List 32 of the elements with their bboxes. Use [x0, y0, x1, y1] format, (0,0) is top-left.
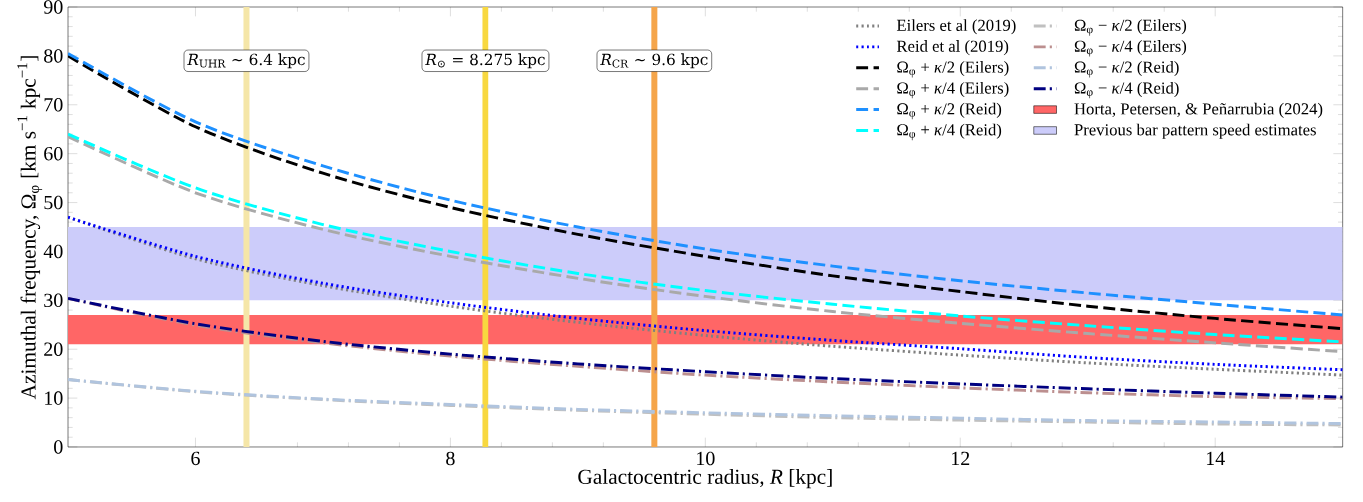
legend-label: Ω$_{φ}$ + κ/2 (Reid)	[897, 102, 1002, 120]
x-tick-label: 6	[191, 451, 200, 466]
y-tick-label: 0	[54, 440, 63, 454]
legend-label: Horta, Petersen, & Peñarrubia (2024)	[1074, 102, 1323, 118]
y-axis-title: Azimuthal frequency, Ω$_{φ}$ [km s$^{−1}$ kpc$^{−1}$]	[17, 56, 43, 400]
legend-label: Reid et al (2019)	[896, 40, 1009, 56]
y-tick-label: 10	[45, 391, 63, 405]
legend-label: Ω$_{φ}$ − κ/4 (Reid)	[1074, 81, 1179, 99]
legend-label: Previous bar pattern speed estimates	[1074, 123, 1316, 139]
legend-label: Eilers et al (2019)	[896, 19, 1016, 35]
y-tick-label: 40	[43, 244, 63, 259]
ref-line-label: R$_{⊙}$ = 8.275 kpc	[425, 53, 545, 69]
ref-line-label: R$_{CR}$ ∼ 9.6 kpc	[600, 53, 708, 69]
y-tick-label: 90	[43, 0, 63, 14]
legend-label: Ω$_{φ}$ + κ/4 (Eilers)	[897, 81, 1009, 99]
x-tick-label: 12	[952, 451, 970, 465]
legend-label: Ω$_{φ}$ − κ/2 (Eilers)	[1074, 19, 1187, 36]
y-tick-label: 60	[44, 146, 63, 161]
legend-label: Ω$_{φ}$ + κ/4 (Reid)	[897, 123, 1002, 141]
x-tick-label: 14	[1206, 451, 1225, 465]
legend-label: Ω$_{φ}$ + κ/2 (Eilers)	[897, 61, 1009, 78]
x-tick-label: 10	[697, 451, 715, 466]
x-tick-label: 8	[446, 451, 455, 466]
y-tick-label: 80	[44, 49, 63, 63]
y-tick-label: 50	[44, 195, 63, 210]
y-tick-label: 30	[44, 293, 63, 308]
legend-label: Ω$_{φ}$ − κ/2 (Reid)	[1074, 61, 1179, 78]
x-axis-title: Galactocentric radius, R [kpc]	[578, 469, 832, 489]
ref-line-label: R$_{UHR}$ ∼ 6.4 kpc	[187, 53, 305, 69]
y-tick-label: 70	[44, 98, 63, 112]
y-tick-label: 20	[44, 342, 63, 356]
legend-label: Ω$_{φ}$ − κ/4 (Eilers)	[1074, 40, 1187, 57]
